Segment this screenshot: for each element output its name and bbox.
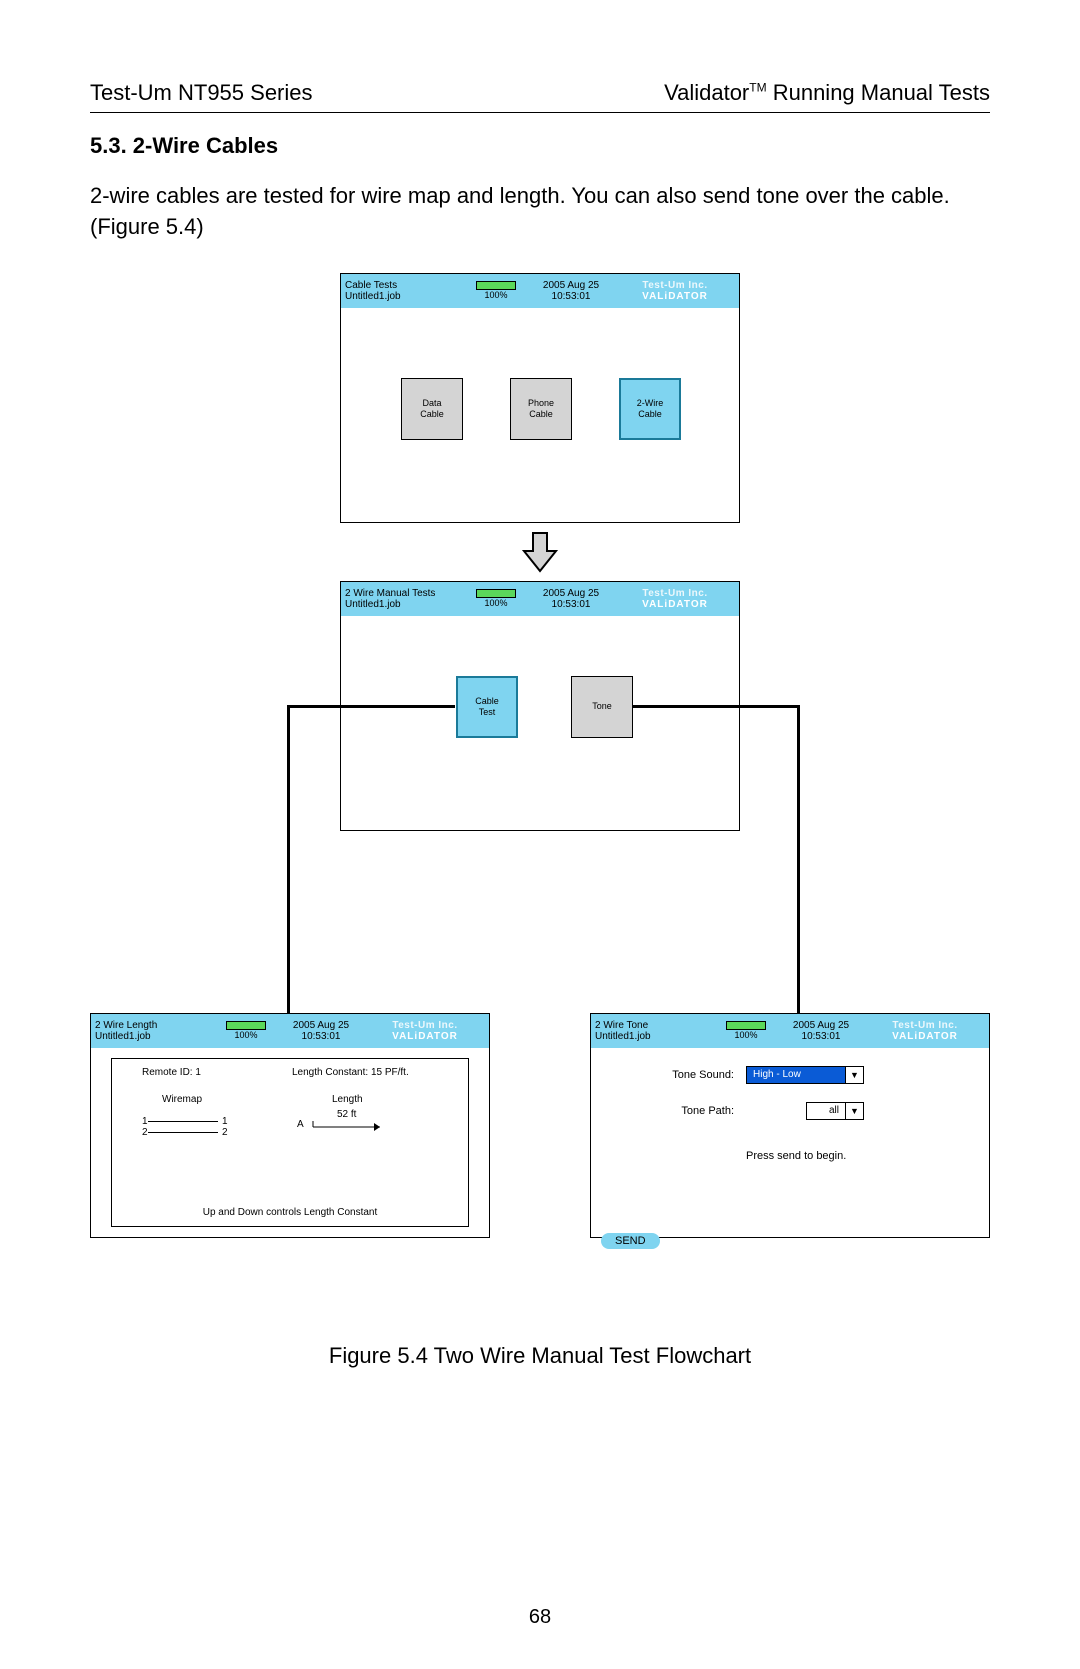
figure-caption: Figure 5.4 Two Wire Manual Test Flowchar… [90, 1343, 990, 1369]
brand-line2: VALiDATOR [892, 1031, 958, 1042]
battery-icon [726, 1021, 766, 1030]
brand-line2: VALiDATOR [392, 1031, 458, 1042]
cable-test-button[interactable]: Cable Test [456, 676, 518, 738]
brand-line1: Test-Um Inc. [392, 1020, 457, 1031]
time-text: 10:53:01 [302, 1031, 341, 1042]
time-text: 10:53:01 [802, 1031, 841, 1042]
wiremap-label: Wiremap [162, 1094, 202, 1105]
two-wire-cable-button[interactable]: 2-Wire Cable [619, 378, 681, 440]
flow-line [632, 705, 800, 708]
tone-sound-label: Tone Sound: [651, 1069, 746, 1081]
wire-1-left: 1 [142, 1116, 148, 1127]
brand-line2: VALiDATOR [642, 291, 708, 302]
screen-title: 2 Wire Length [95, 1020, 211, 1031]
battery-icon [476, 281, 516, 290]
job-name: Untitled1.job [595, 1031, 711, 1042]
header-rule [90, 112, 990, 113]
validator-word: Validator [664, 80, 749, 105]
flow-line [797, 705, 800, 1013]
screen-header: Cable Tests Untitled1.job 100% 2005 Aug … [341, 274, 739, 308]
page-number: 68 [0, 1606, 1080, 1629]
wire-line [148, 1132, 218, 1133]
brand-line1: Test-Um Inc. [892, 1020, 957, 1031]
wire-1-right: 1 [222, 1116, 228, 1127]
wire-line [148, 1121, 218, 1122]
tone-sound-value: High - Low [746, 1066, 846, 1084]
time-text: 10:53:01 [552, 599, 591, 610]
wire-2-right: 2 [222, 1127, 228, 1138]
battery-percent: 100% [484, 290, 507, 300]
length-hint: Up and Down controls Length Constant [112, 1207, 468, 1218]
battery-percent: 100% [484, 598, 507, 608]
battery-percent: 100% [234, 1030, 257, 1040]
tone-path-dropdown[interactable]: all ▼ [806, 1102, 864, 1120]
dropdown-arrow-icon: ▼ [846, 1102, 864, 1120]
screen-length: 2 Wire Length Untitled1.job 100% 2005 Au… [90, 1013, 490, 1238]
date-text: 2005 Aug 25 [543, 280, 599, 291]
screen-title: 2 Wire Tone [595, 1020, 711, 1031]
tone-path-value: all [806, 1102, 846, 1120]
date-text: 2005 Aug 25 [793, 1020, 849, 1031]
flow-line [287, 705, 290, 1013]
tone-sound-dropdown[interactable]: High - Low ▼ [746, 1066, 864, 1084]
length-info-box: Remote ID: 1 Length Constant: 15 PF/ft. … [111, 1058, 469, 1227]
job-name: Untitled1.job [345, 599, 461, 610]
tm-mark: TM [749, 81, 766, 95]
data-cable-button[interactable]: Data Cable [401, 378, 463, 440]
tone-path-label: Tone Path: [651, 1105, 746, 1117]
battery-icon [476, 589, 516, 598]
segment-label: A [297, 1119, 304, 1130]
section-heading: 5.3. 2-Wire Cables [90, 133, 990, 159]
brand-line1: Test-Um Inc. [642, 280, 707, 291]
time-text: 10:53:01 [552, 291, 591, 302]
date-text: 2005 Aug 25 [293, 1020, 349, 1031]
down-arrow-icon [520, 531, 560, 573]
screen-cable-tests: Cable Tests Untitled1.job 100% 2005 Aug … [340, 273, 740, 523]
screen-header: 2 Wire Length Untitled1.job 100% 2005 Au… [91, 1014, 489, 1048]
wire-2-left: 2 [142, 1127, 148, 1138]
flow-line [287, 705, 455, 708]
figure-area: Cable Tests Untitled1.job 100% 2005 Aug … [90, 273, 990, 1293]
screen-header: 2 Wire Tone Untitled1.job 100% 2005 Aug … [591, 1014, 989, 1048]
length-constant: Length Constant: 15 PF/ft. [292, 1067, 409, 1078]
length-label: Length [332, 1094, 363, 1105]
screen-header: 2 Wire Manual Tests Untitled1.job 100% 2… [341, 582, 739, 616]
doc-header-right: ValidatorTM Running Manual Tests [664, 80, 990, 106]
section-body: 2-wire cables are tested for wire map an… [90, 181, 990, 243]
phone-cable-button[interactable]: Phone Cable [510, 378, 572, 440]
screen-title: 2 Wire Manual Tests [345, 588, 461, 599]
brand-line2: VALiDATOR [642, 599, 708, 610]
brand-line1: Test-Um Inc. [642, 588, 707, 599]
screen-title: Cable Tests [345, 280, 461, 291]
length-value: 52 ft [337, 1109, 356, 1120]
dropdown-arrow-icon: ▼ [846, 1066, 864, 1084]
job-name: Untitled1.job [345, 291, 461, 302]
remote-id: Remote ID: 1 [142, 1067, 201, 1078]
job-name: Untitled1.job [95, 1031, 211, 1042]
battery-percent: 100% [734, 1030, 757, 1040]
battery-icon [226, 1021, 266, 1030]
doc-header-left: Test-Um NT955 Series [90, 80, 313, 106]
date-text: 2005 Aug 25 [543, 588, 599, 599]
tone-hint: Press send to begin. [746, 1150, 989, 1162]
tone-button[interactable]: Tone [571, 676, 633, 738]
screen-tone: 2 Wire Tone Untitled1.job 100% 2005 Aug … [590, 1013, 990, 1238]
send-button[interactable]: SEND [601, 1233, 660, 1249]
header-right-suffix: Running Manual Tests [767, 80, 990, 105]
